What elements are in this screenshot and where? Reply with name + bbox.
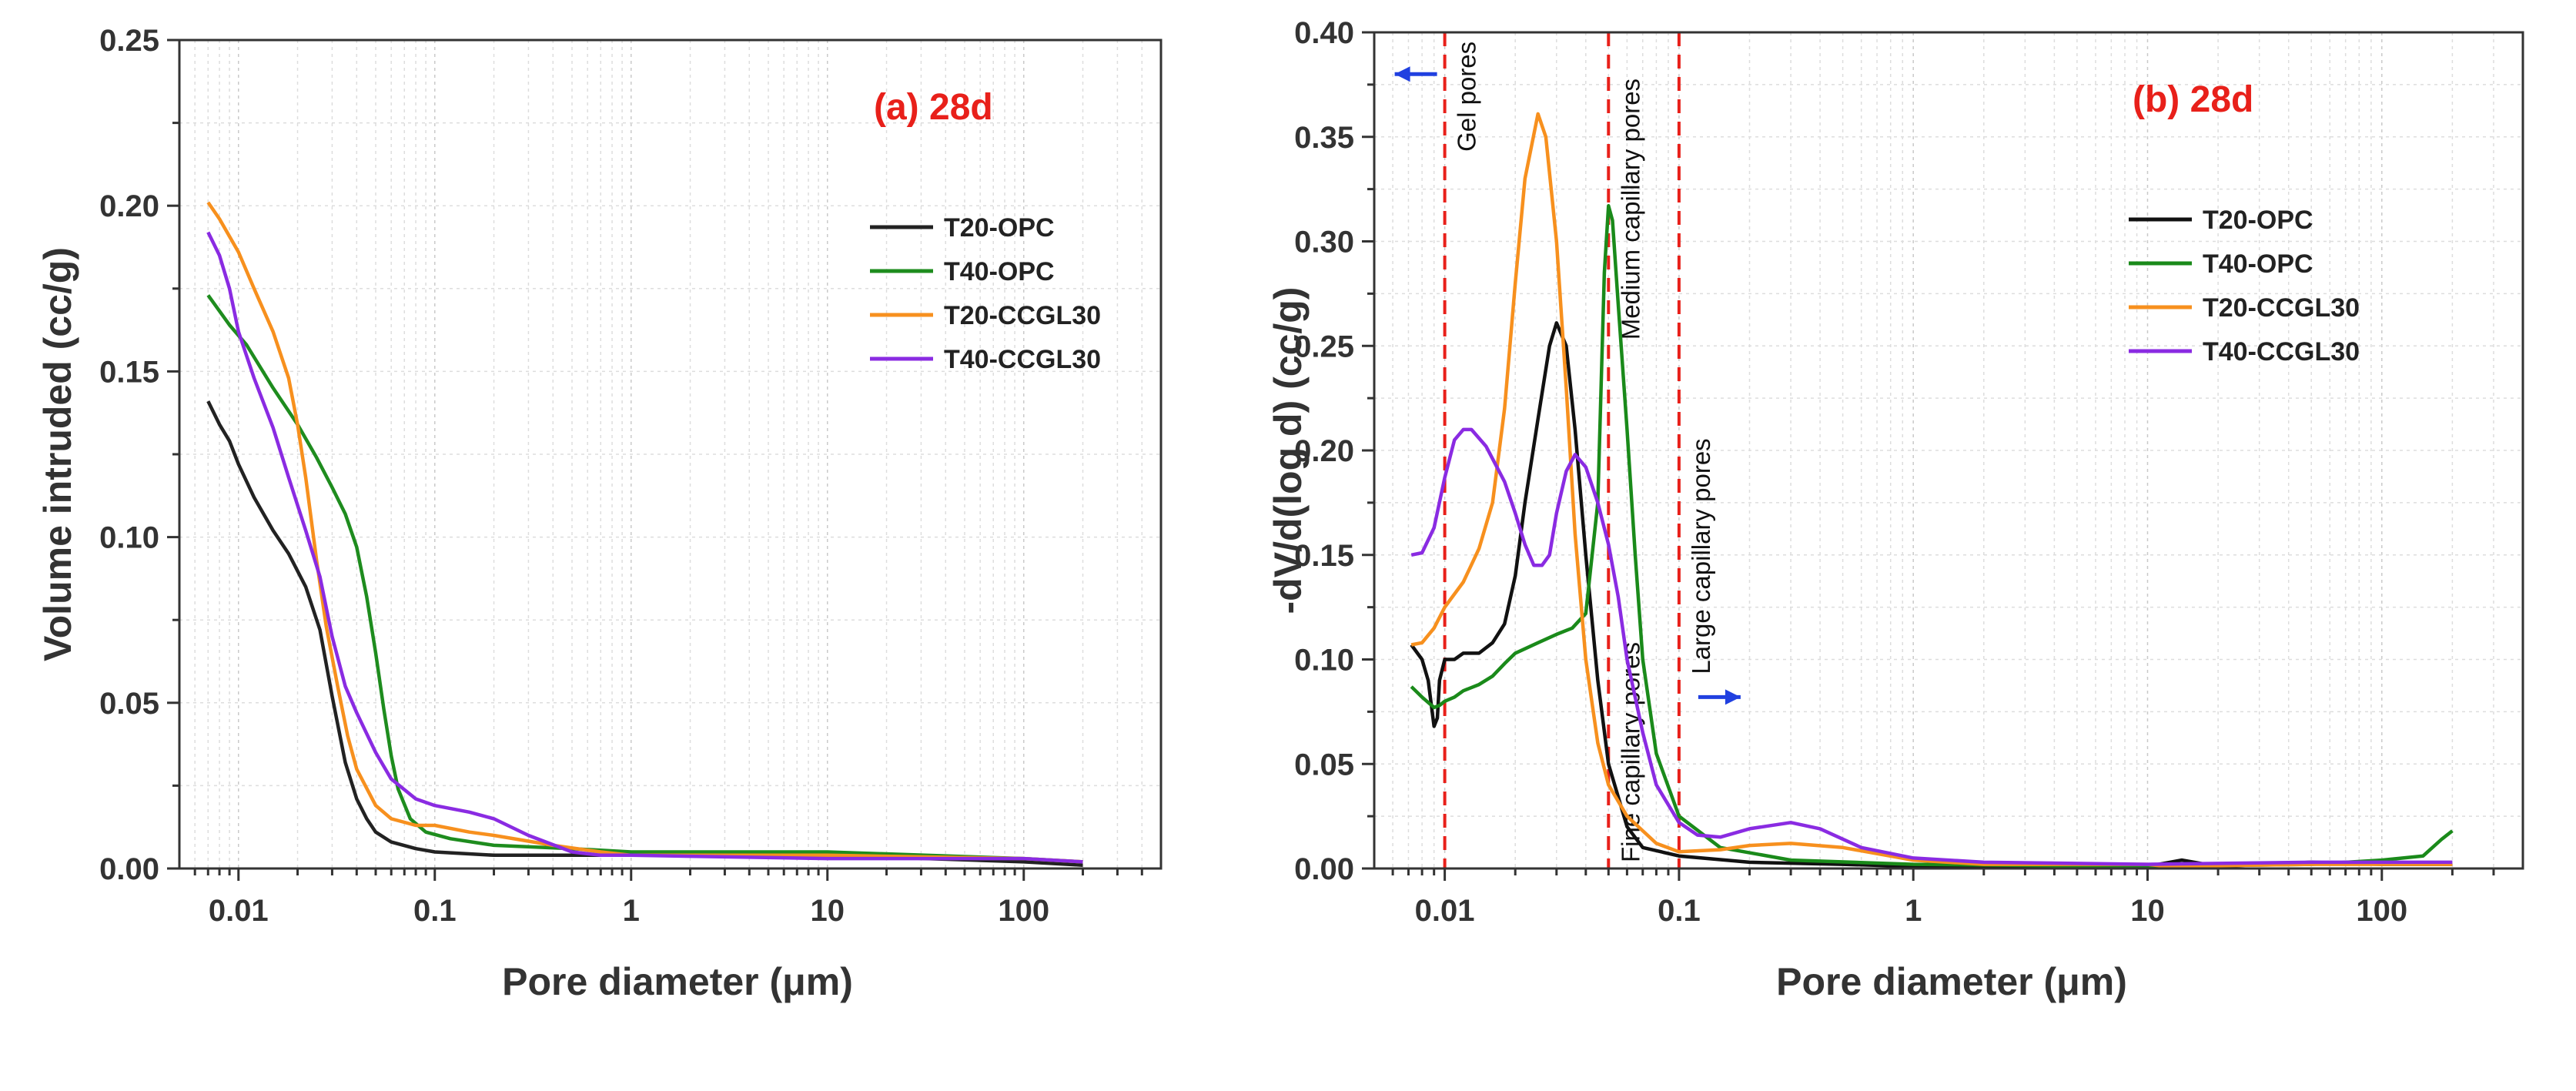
x-axis-title: Pore diameter (μm): [1776, 960, 2127, 1003]
legend-label-t40-ccgl30: T40-CCGL30: [944, 345, 1101, 374]
y-tick-label: 0.05: [1294, 748, 1354, 781]
y-axis-title: -dV/d(log d) (cc/g): [1266, 287, 1310, 614]
x-tick-label: 100: [998, 894, 1049, 928]
arrow-right-head: [1725, 689, 1741, 705]
y-tick-label: 0.00: [1294, 852, 1354, 886]
x-axis-title: Pore diameter (μm): [502, 960, 853, 1003]
legend-label-t20-ccgl30: T20-CCGL30: [944, 301, 1101, 330]
y-axis-title: Volume intruded (cc/g): [36, 247, 79, 661]
y-tick-label: 0.15: [99, 355, 159, 389]
legend-label-t40-ccgl30: T40-CCGL30: [2203, 337, 2360, 366]
y-tick-label: 0.35: [1294, 121, 1354, 155]
y-tick-label: 0.20: [1294, 434, 1354, 468]
x-tick-label: 10: [811, 894, 845, 928]
series-line-t20-ccgl30: [206, 201, 1083, 864]
legend-label-t40-opc: T40-OPC: [944, 257, 1055, 286]
x-tick-label: 10: [2130, 894, 2165, 928]
y-tick-label: 0.30: [1294, 226, 1354, 259]
series-line-t40-ccgl30: [206, 231, 1083, 864]
legend-label-t40-opc: T40-OPC: [2203, 249, 2313, 279]
y-tick-label: 0.05: [99, 687, 159, 721]
y-tick-label: 0.25: [99, 24, 159, 58]
annotation-medium-capillary-pores: Medium capillary pores: [1616, 79, 1644, 340]
y-tick-label: 0.15: [1294, 539, 1354, 573]
x-tick-label: 1: [1905, 894, 1922, 928]
x-tick-label: 0.1: [1658, 894, 1701, 928]
annotation-large-capillary-pores: Large capillary pores: [1687, 438, 1715, 674]
y-tick-label: 0.25: [1294, 330, 1354, 363]
y-tick-label: 0.10: [99, 521, 159, 555]
x-tick-label: 0.01: [209, 894, 269, 928]
annotation-gel-pores: Gel pores: [1453, 42, 1481, 152]
legend-label-t20-opc: T20-OPC: [2203, 206, 2313, 235]
y-tick-label: 0.40: [1294, 16, 1354, 50]
y-tick-label: 0.10: [1294, 644, 1354, 678]
panel-title: (a) 28d: [874, 87, 993, 128]
legend-label-t20-opc: T20-OPC: [944, 213, 1055, 243]
panel-title: (b) 28d: [2133, 79, 2253, 120]
arrow-left-head: [1394, 66, 1410, 82]
series-line-t40-ccgl30: [1410, 427, 2453, 866]
x-tick-label: 1: [623, 894, 640, 928]
legend-label-t20-ccgl30: T20-CCGL30: [2203, 293, 2360, 323]
panel-a-chart: 0.01 0.1 1 10 100 0.00 0.05 0.10 0.15 0.20 0.25 Por…: [36, 24, 1163, 1003]
x-tick-label: 0.1: [413, 894, 457, 928]
x-tick-label: 0.01: [1415, 894, 1475, 928]
series-line-t20-ccgl30: [1410, 112, 2453, 868]
y-tick-label: 0.20: [99, 189, 159, 223]
y-tick-label: 0.00: [99, 852, 159, 886]
x-tick-label: 100: [2356, 894, 2407, 928]
